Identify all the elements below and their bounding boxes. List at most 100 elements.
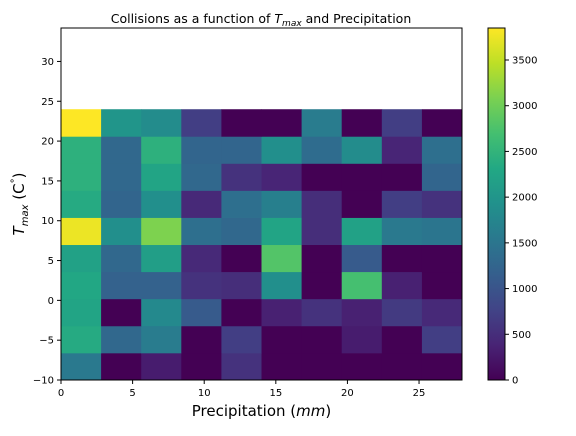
heatmap-cell: [261, 109, 302, 137]
x-tick-label: 20: [341, 388, 354, 399]
heatmap-cell: [261, 352, 302, 381]
x-axis-label-close: ): [325, 402, 331, 420]
y-axis-label-sub: max: [20, 204, 31, 226]
x-tick-label: 0: [58, 388, 64, 399]
colorbar-tick-label: 2000: [512, 193, 537, 204]
colorbar-tick-label: 2500: [512, 147, 537, 158]
heatmap-cell: [141, 325, 182, 354]
heatmap-cell: [341, 244, 383, 273]
chart-title: Collisions as a function of Tmax and Pre…: [111, 11, 412, 29]
heatmap-cell: [261, 217, 302, 246]
heatmap-cell: [181, 325, 222, 354]
x-tick-label: 15: [269, 388, 282, 399]
heatmap-cell: [181, 190, 222, 218]
y-tick-label: 10: [41, 216, 54, 227]
x-tick-label: 5: [129, 388, 135, 399]
heatmap-cell: [61, 298, 102, 327]
colorbar-tick-label: 0: [512, 376, 518, 387]
heatmap-cell: [101, 271, 142, 300]
colorbar-ticks: 0 500 1000 1500 2000 2500 3000 3500: [505, 56, 537, 387]
y-tick-label: 0: [48, 296, 54, 307]
heatmap-cell: [421, 244, 463, 273]
y-tick-label: 25: [41, 97, 54, 108]
heatmap-cell: [61, 190, 102, 218]
heatmap-cell: [61, 163, 102, 191]
heatmap-cell: [221, 136, 262, 164]
heatmap-cell: [221, 298, 262, 327]
heatmap-cell: [221, 271, 262, 300]
heatmap-cell: [181, 163, 222, 191]
heatmap-cell: [381, 298, 423, 327]
heatmap-cell: [141, 136, 182, 164]
heatmap-cell: [381, 352, 423, 381]
heatmap-cell: [101, 244, 142, 273]
heatmap-cell: [141, 352, 182, 381]
heatmap-cell: [301, 298, 343, 327]
heatmap-cell: [301, 325, 343, 354]
heatmap-cell: [101, 136, 142, 164]
heatmap-cell: [421, 190, 463, 218]
heatmap-cell: [61, 136, 102, 164]
heatmap-cell: [421, 271, 463, 300]
heatmap-cell: [141, 190, 182, 218]
heatmap-cell: [381, 190, 423, 218]
heatmap-cell: [61, 244, 102, 273]
heatmap-cell: [301, 190, 343, 218]
heatmap-cell: [421, 109, 463, 137]
y-tick-label: 5: [48, 256, 54, 267]
heatmap-cell: [421, 298, 463, 327]
heatmap-cell: [61, 109, 102, 137]
heatmap-cell: [421, 163, 463, 191]
heatmap-cell: [221, 217, 262, 246]
heatmap-cell: [181, 217, 222, 246]
x-axis-label: Precipitation (mm): [192, 402, 331, 420]
x-axis-label-unit: mm: [296, 402, 325, 420]
heatmap-cell: [261, 190, 302, 218]
heatmap-cell: [381, 325, 423, 354]
heatmap-cell: [301, 109, 343, 137]
heatmap-cell: [101, 109, 142, 137]
heatmap-cell: [341, 163, 383, 191]
heatmap-cell: [381, 136, 423, 164]
chart-title-suffix: and Precipitation: [302, 11, 412, 26]
x-tick-label: 10: [198, 388, 211, 399]
plot-frame: [60, 27, 463, 381]
x-axis-label-text: Precipitation (: [192, 402, 296, 420]
heatmap-cell: [341, 298, 383, 327]
heatmap-cell: [341, 136, 383, 164]
heatmap-cell: [101, 325, 142, 354]
heatmap-cell: [101, 190, 142, 218]
heatmap-cell: [141, 217, 182, 246]
heatmap-cell: [141, 271, 182, 300]
heatmap-cell: [301, 244, 343, 273]
heatmap-cell: [381, 244, 423, 273]
heatmap-cell: [221, 244, 262, 273]
y-tick-label: −10: [33, 376, 54, 387]
heatmap-cell: [181, 136, 222, 164]
y-tick-label: 20: [41, 137, 54, 148]
heatmap-cell: [61, 271, 102, 300]
chart-title-tmax-sub: max: [282, 19, 302, 29]
heatmap-cell: [181, 244, 222, 273]
heatmap-cell: [181, 352, 222, 381]
heatmap-cell: [101, 352, 142, 381]
heatmap-cell: [261, 163, 302, 191]
heatmap-cell: [141, 109, 182, 137]
heatmap-cell: [301, 352, 343, 381]
colorbar-tick-label: 3000: [512, 101, 537, 112]
heatmap-cell: [141, 244, 182, 273]
heatmap-cell: [181, 298, 222, 327]
heatmap-cell: [221, 190, 262, 218]
colorbar-tick-label: 1500: [512, 238, 537, 249]
heatmap-cell: [341, 190, 383, 218]
y-axis-label: Tmax (C°): [10, 173, 31, 236]
heatmap-cell: [341, 217, 383, 246]
x-tick-label: 25: [413, 388, 426, 399]
colorbar-tick-label: 500: [512, 330, 531, 341]
heatmap-cell: [341, 352, 383, 381]
heatmap-cell: [221, 352, 262, 381]
y-tick-label: 30: [41, 57, 54, 68]
y-axis-label-base: T: [10, 224, 28, 235]
heatmap-cell: [261, 325, 302, 354]
